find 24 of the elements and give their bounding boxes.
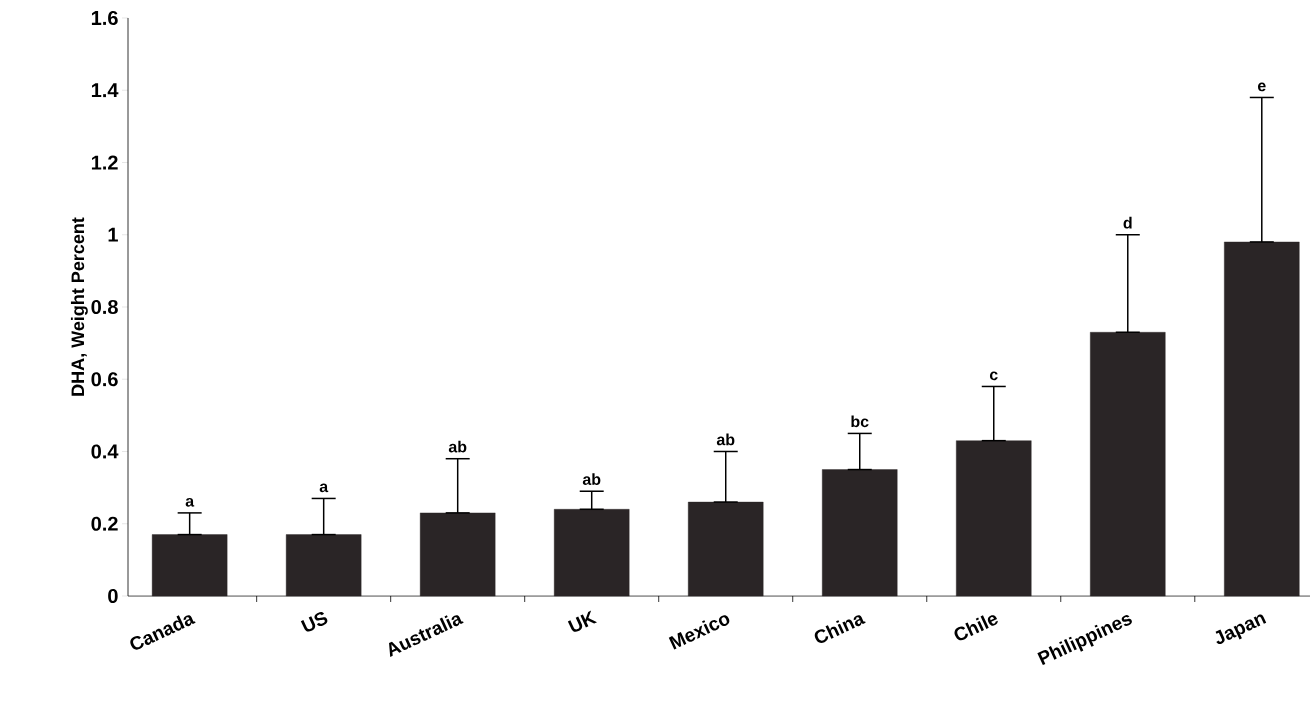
x-tick-label: US (300, 612, 328, 632)
annotation: d (1123, 216, 1132, 229)
x-tick-label: Japan (1215, 614, 1267, 645)
y-tick-label: 0.2 (91, 516, 118, 531)
annotation: ab (716, 433, 735, 446)
y-tick-label: 1.4 (91, 83, 119, 98)
y-tick-label: 0 (108, 588, 118, 604)
y-tick-label: 1 (108, 227, 118, 242)
y-tick-label: 1.2 (91, 155, 118, 170)
x-tick-label: Chile (954, 615, 998, 641)
x-tick-label: UK (567, 610, 598, 632)
y-axis-title: DHA, Weight Percent (70, 217, 88, 396)
y-tick-label: 1.6 (91, 10, 118, 26)
annotation: a (319, 483, 329, 493)
y-tick-label: 0.6 (91, 372, 118, 387)
y-tick-label: 0.8 (91, 299, 118, 315)
annotation: ab (582, 473, 601, 486)
annotation: c (989, 371, 998, 381)
x-tick-label: China (814, 615, 866, 643)
annotation: ab (448, 440, 467, 453)
annotation: e (1257, 82, 1266, 92)
y-tick-label: 0.4 (91, 444, 119, 459)
annotation: bc (851, 415, 869, 428)
annotation: a (185, 497, 195, 507)
